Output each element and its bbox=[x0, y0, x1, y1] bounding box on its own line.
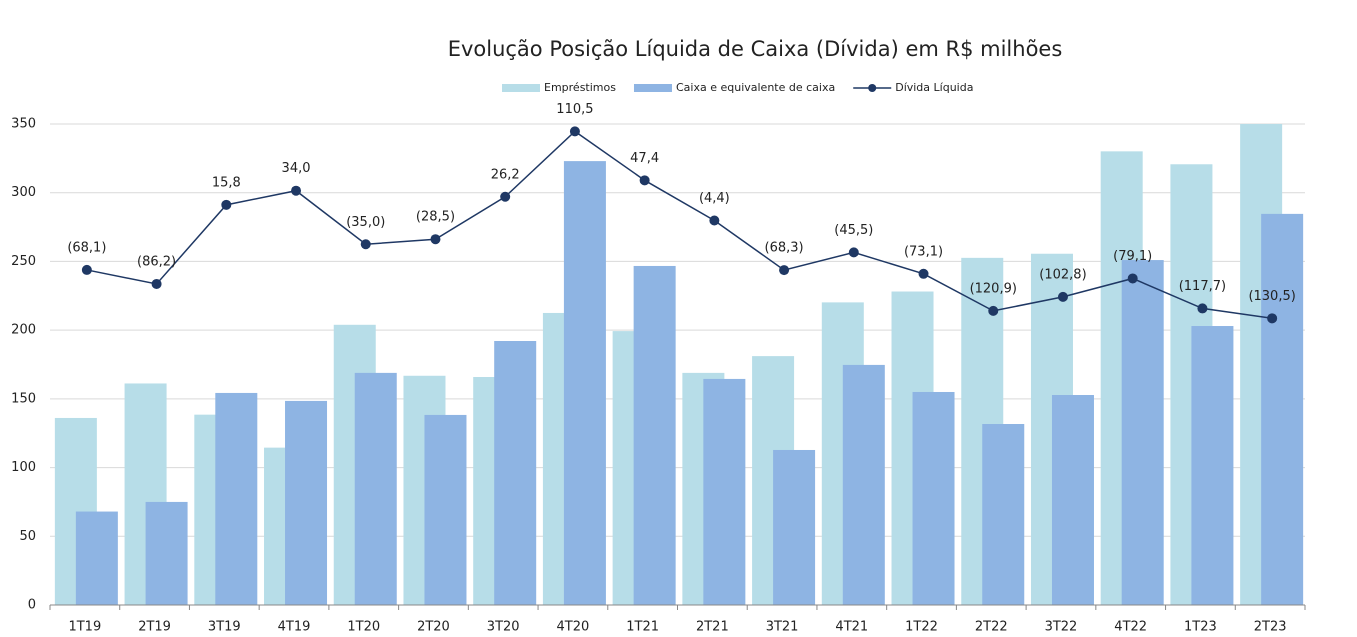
data-label: (68,3) bbox=[765, 241, 804, 256]
x-tick-label: 3T22 bbox=[1045, 620, 1078, 635]
x-tick-label: 4T19 bbox=[278, 620, 311, 635]
bar bbox=[75, 511, 118, 605]
line-point bbox=[430, 234, 441, 245]
chart-title: Evolução Posição Líquida de Caixa (Dívid… bbox=[448, 37, 1063, 61]
legend-swatch bbox=[868, 84, 877, 92]
line-point bbox=[360, 239, 371, 250]
legend-label: Empréstimos bbox=[544, 81, 616, 94]
x-tick-label: 4T21 bbox=[835, 620, 868, 635]
data-label: (86,2) bbox=[137, 254, 176, 269]
line-point bbox=[500, 191, 511, 202]
x-tick-label: 2T20 bbox=[417, 620, 450, 635]
bar bbox=[982, 424, 1025, 605]
bar bbox=[494, 340, 537, 605]
line-point bbox=[569, 126, 580, 137]
bar bbox=[563, 161, 606, 605]
x-tick-label: 1T21 bbox=[626, 620, 659, 635]
bar bbox=[285, 400, 328, 605]
data-label: (117,7) bbox=[1179, 279, 1226, 294]
data-label: (73,1) bbox=[904, 244, 943, 259]
y-tick-label: 300 bbox=[11, 185, 36, 200]
data-label: (68,1) bbox=[67, 240, 106, 255]
line-point bbox=[988, 305, 999, 316]
data-label: (79,1) bbox=[1113, 249, 1152, 264]
line-point bbox=[151, 278, 162, 289]
bar bbox=[1051, 395, 1094, 605]
bar bbox=[773, 449, 816, 605]
bar bbox=[633, 265, 676, 605]
bar bbox=[354, 372, 397, 605]
legend-label: Caixa e equivalente de caixa bbox=[676, 81, 835, 94]
data-label: 110,5 bbox=[556, 102, 593, 117]
bar bbox=[1191, 326, 1234, 605]
y-tick-label: 350 bbox=[11, 117, 36, 132]
x-tick-label: 4T22 bbox=[1114, 620, 1147, 635]
data-label: (35,0) bbox=[346, 215, 385, 230]
bar bbox=[1261, 213, 1304, 605]
legend-swatch bbox=[633, 84, 672, 92]
line-point bbox=[639, 175, 650, 186]
data-label: (45,5) bbox=[834, 223, 873, 238]
line-point bbox=[221, 199, 232, 210]
bar bbox=[703, 378, 746, 605]
y-tick-label: 150 bbox=[11, 391, 36, 406]
y-tick-label: 200 bbox=[11, 323, 36, 338]
bar bbox=[1121, 260, 1164, 605]
bar bbox=[145, 501, 188, 605]
line bbox=[86, 130, 1273, 320]
x-tick-label: 3T19 bbox=[208, 620, 241, 635]
x-tick-label: 3T20 bbox=[487, 620, 520, 635]
line-point bbox=[918, 268, 929, 279]
x-tick-label: 4T20 bbox=[557, 620, 590, 635]
legend-label: Dívida Líquida bbox=[895, 81, 973, 94]
y-tick-label: 250 bbox=[11, 254, 36, 269]
data-label: (130,5) bbox=[1248, 289, 1295, 304]
line-point bbox=[81, 264, 92, 275]
x-tick-label: 3T21 bbox=[766, 620, 799, 635]
x-tick-label: 1T19 bbox=[68, 620, 101, 635]
bar bbox=[424, 414, 467, 605]
line-point bbox=[1267, 313, 1278, 324]
bar bbox=[842, 364, 885, 605]
data-label: (102,8) bbox=[1039, 267, 1086, 282]
data-label: (120,9) bbox=[970, 281, 1017, 296]
line-point bbox=[779, 265, 790, 276]
legend-swatch bbox=[502, 84, 540, 92]
bar bbox=[215, 392, 258, 605]
line-point bbox=[291, 185, 302, 196]
data-label: (4,4) bbox=[699, 191, 730, 206]
x-tick-label: 1T22 bbox=[905, 620, 938, 635]
plot-area bbox=[54, 124, 1304, 606]
x-tick-label: 1T23 bbox=[1184, 620, 1217, 635]
bar bbox=[912, 391, 955, 605]
x-tick-label: 1T20 bbox=[347, 620, 380, 635]
y-tick-label: 50 bbox=[19, 529, 36, 544]
data-label: 34,0 bbox=[282, 161, 311, 176]
data-label: 15,8 bbox=[212, 175, 241, 190]
x-tick-label: 2T22 bbox=[975, 620, 1008, 635]
line-point bbox=[709, 215, 720, 226]
x-tick-label: 2T21 bbox=[696, 620, 729, 635]
line-point bbox=[1127, 273, 1138, 284]
data-label: 47,4 bbox=[630, 151, 659, 166]
y-tick-label: 100 bbox=[11, 460, 36, 475]
data-label: (28,5) bbox=[416, 210, 455, 225]
y-tick-label: 0 bbox=[28, 598, 36, 613]
x-tick-label: 2T23 bbox=[1254, 620, 1287, 635]
line-point bbox=[848, 247, 859, 258]
line-point bbox=[1197, 303, 1208, 314]
line-point bbox=[1057, 291, 1068, 302]
x-tick-label: 2T19 bbox=[138, 620, 171, 635]
data-label: 26,2 bbox=[491, 167, 520, 182]
